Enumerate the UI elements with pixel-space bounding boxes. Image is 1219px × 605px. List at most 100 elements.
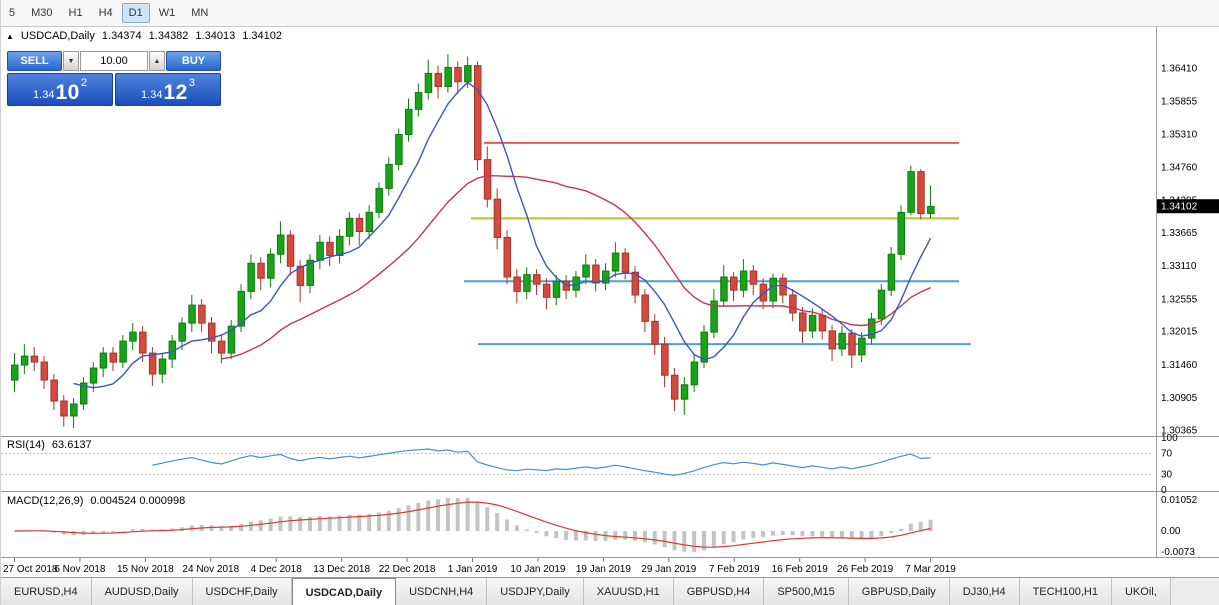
lot-increase-button[interactable]: ▲ (149, 51, 165, 71)
candle (513, 276, 521, 292)
timeframe-button-h4[interactable]: H4 (98, 7, 113, 19)
candle (454, 66, 462, 83)
candle (286, 234, 295, 267)
chart-tab-sp500[interactable]: SP500,M15 (764, 578, 849, 605)
candle (267, 253, 275, 279)
candle (818, 314, 827, 332)
candle (789, 294, 797, 314)
macd-scale-bottom: -0.0073 (1161, 547, 1195, 558)
collapse-chart-icon[interactable]: ▲ (6, 31, 14, 41)
candle (917, 171, 925, 215)
chart-tab-eurusd[interactable]: EURUSD,H4 (1, 578, 92, 605)
candle (198, 304, 206, 324)
candle (405, 108, 413, 135)
timeframe-button-h1[interactable]: H1 (68, 7, 83, 19)
chart-tab-ukoil[interactable]: UKOil, (1111, 578, 1171, 605)
buy-button[interactable]: BUY (166, 51, 221, 71)
candle (50, 379, 58, 402)
macd-histogram (22, 497, 933, 552)
candle (355, 217, 364, 232)
lot-decrease-button[interactable]: ▼ (63, 51, 79, 71)
sell-price-pips: 10 (55, 81, 80, 104)
candle (877, 289, 886, 320)
candle (119, 340, 127, 363)
svg-text:1.35310: 1.35310 (1161, 129, 1198, 140)
candle (414, 92, 423, 110)
macd-scale-top: 0.01052 (1161, 495, 1198, 506)
svg-text:1.31460: 1.31460 (1161, 360, 1198, 371)
svg-text:1.36410: 1.36410 (1161, 64, 1198, 75)
macd-name: MACD(12,26,9) (7, 495, 84, 507)
chevron-up-icon: ▲ (153, 57, 161, 65)
sell-price-panel[interactable]: 1.34 10 2 (7, 73, 113, 106)
chart-symbol-title: USDCAD,Daily (20, 30, 95, 42)
macd-signal-line (14, 501, 931, 548)
ohlc-open: 1.34374 (101, 30, 142, 42)
candle (296, 265, 305, 286)
chart-canvas[interactable]: 1.364101.358551.353101.347601.342051.336… (1, 27, 1219, 577)
rsi-scale-label: 30 (1161, 469, 1173, 480)
chart-tab-usdcad[interactable]: USDCAD,Daily (291, 578, 397, 605)
chart-tab-usdcnh[interactable]: USDCNH,H4 (396, 578, 488, 605)
candle (710, 300, 718, 333)
candle (848, 332, 856, 356)
candle (464, 65, 472, 83)
ohlc-high: 1.34382 (148, 30, 189, 42)
candle (483, 159, 492, 200)
ma-fast-line (73, 81, 932, 389)
chart-tab-xauusd[interactable]: XAUUSD,H1 (583, 578, 674, 605)
candle (79, 382, 88, 405)
candle (493, 198, 502, 238)
svg-text:10 Jan 2019: 10 Jan 2019 (510, 564, 565, 575)
svg-text:1.30905: 1.30905 (1161, 393, 1198, 404)
candle (907, 171, 915, 213)
chart-tab-gbpusd-daily[interactable]: GBPUSD,Daily (848, 578, 950, 605)
candle (769, 277, 777, 302)
svg-text:1.30365: 1.30365 (1161, 426, 1198, 437)
rsi-scale-label: 100 (1161, 433, 1178, 444)
candle (582, 264, 590, 278)
candle (99, 352, 108, 369)
candle (148, 352, 157, 375)
candle (602, 270, 610, 284)
chart-tab-usdjpy[interactable]: USDJPY,Daily (487, 578, 584, 605)
svg-text:1.33110: 1.33110 (1161, 261, 1197, 272)
chevron-down-icon: ▼ (67, 57, 75, 65)
timeframe-toolbar: 5 M30 H1 H4 D1 W1 MN (1, 0, 1219, 27)
candle (257, 262, 265, 279)
candle (670, 374, 679, 400)
chart-tab-usdchf[interactable]: USDCHF,Daily (192, 578, 292, 605)
candle (897, 211, 905, 255)
candle (11, 364, 19, 381)
chart-tab-audusd[interactable]: AUDUSD,Daily (91, 578, 193, 605)
chart-tab-dj30[interactable]: DJ30,H4 (949, 578, 1020, 605)
svg-text:15 Nov 2018: 15 Nov 2018 (117, 564, 174, 575)
candle (30, 355, 39, 363)
timeframe-button-mn[interactable]: MN (191, 7, 209, 19)
candle (208, 322, 216, 342)
ohlc-close: 1.34102 (242, 30, 282, 42)
lot-size-input[interactable]: 10.00 (80, 51, 148, 71)
chart-tabbar: EURUSD,H4 AUDUSD,Daily USDCHF,Daily USDC… (1, 577, 1219, 605)
candle (592, 264, 600, 284)
candle (109, 352, 117, 363)
chart-tab-tech100[interactable]: TECH100,H1 (1019, 578, 1112, 605)
chart-tab-gbpusd-h4[interactable]: GBPUSD,H4 (673, 578, 765, 605)
sell-button[interactable]: SELL (7, 51, 62, 71)
timeframe-button-m5[interactable]: 5 (9, 7, 16, 19)
candle (227, 325, 236, 354)
candle (178, 322, 186, 342)
candle (276, 234, 285, 255)
timeframe-button-w1[interactable]: W1 (158, 7, 176, 19)
candle (237, 290, 246, 327)
candle (217, 340, 226, 354)
svg-text:26 Feb 2019: 26 Feb 2019 (837, 564, 894, 575)
svg-text:6 Nov 2018: 6 Nov 2018 (54, 564, 106, 575)
svg-text:22 Dec 2018: 22 Dec 2018 (379, 564, 436, 575)
timeframe-button-m30[interactable]: M30 (31, 7, 53, 19)
timeframe-button-d1[interactable]: D1 (121, 3, 150, 23)
candle (20, 355, 29, 366)
buy-price-panel[interactable]: 1.34 12 3 (115, 73, 221, 106)
candle (316, 241, 324, 261)
buy-price-pips: 12 (163, 81, 188, 104)
